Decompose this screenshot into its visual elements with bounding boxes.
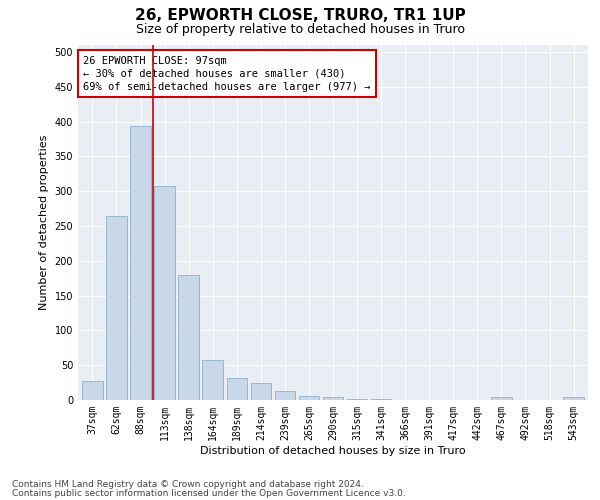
Text: 26, EPWORTH CLOSE, TRURO, TR1 1UP: 26, EPWORTH CLOSE, TRURO, TR1 1UP: [134, 8, 466, 22]
X-axis label: Distribution of detached houses by size in Truro: Distribution of detached houses by size …: [200, 446, 466, 456]
Text: Size of property relative to detached houses in Truro: Size of property relative to detached ho…: [136, 22, 464, 36]
Bar: [563, 397, 584, 400]
Bar: [106, 216, 127, 400]
Bar: [251, 382, 271, 400]
Text: Contains public sector information licensed under the Open Government Licence v3: Contains public sector information licen…: [12, 488, 406, 498]
Bar: [323, 397, 343, 400]
Y-axis label: Number of detached properties: Number of detached properties: [39, 135, 49, 310]
Bar: [491, 397, 512, 400]
Text: 26 EPWORTH CLOSE: 97sqm
← 30% of detached houses are smaller (430)
69% of semi-d: 26 EPWORTH CLOSE: 97sqm ← 30% of detache…: [83, 56, 371, 92]
Bar: [82, 381, 103, 400]
Bar: [154, 186, 175, 400]
Bar: [178, 274, 199, 400]
Bar: [299, 396, 319, 400]
Bar: [275, 391, 295, 400]
Text: Contains HM Land Registry data © Crown copyright and database right 2024.: Contains HM Land Registry data © Crown c…: [12, 480, 364, 489]
Bar: [227, 378, 247, 400]
Bar: [202, 360, 223, 400]
Bar: [130, 126, 151, 400]
